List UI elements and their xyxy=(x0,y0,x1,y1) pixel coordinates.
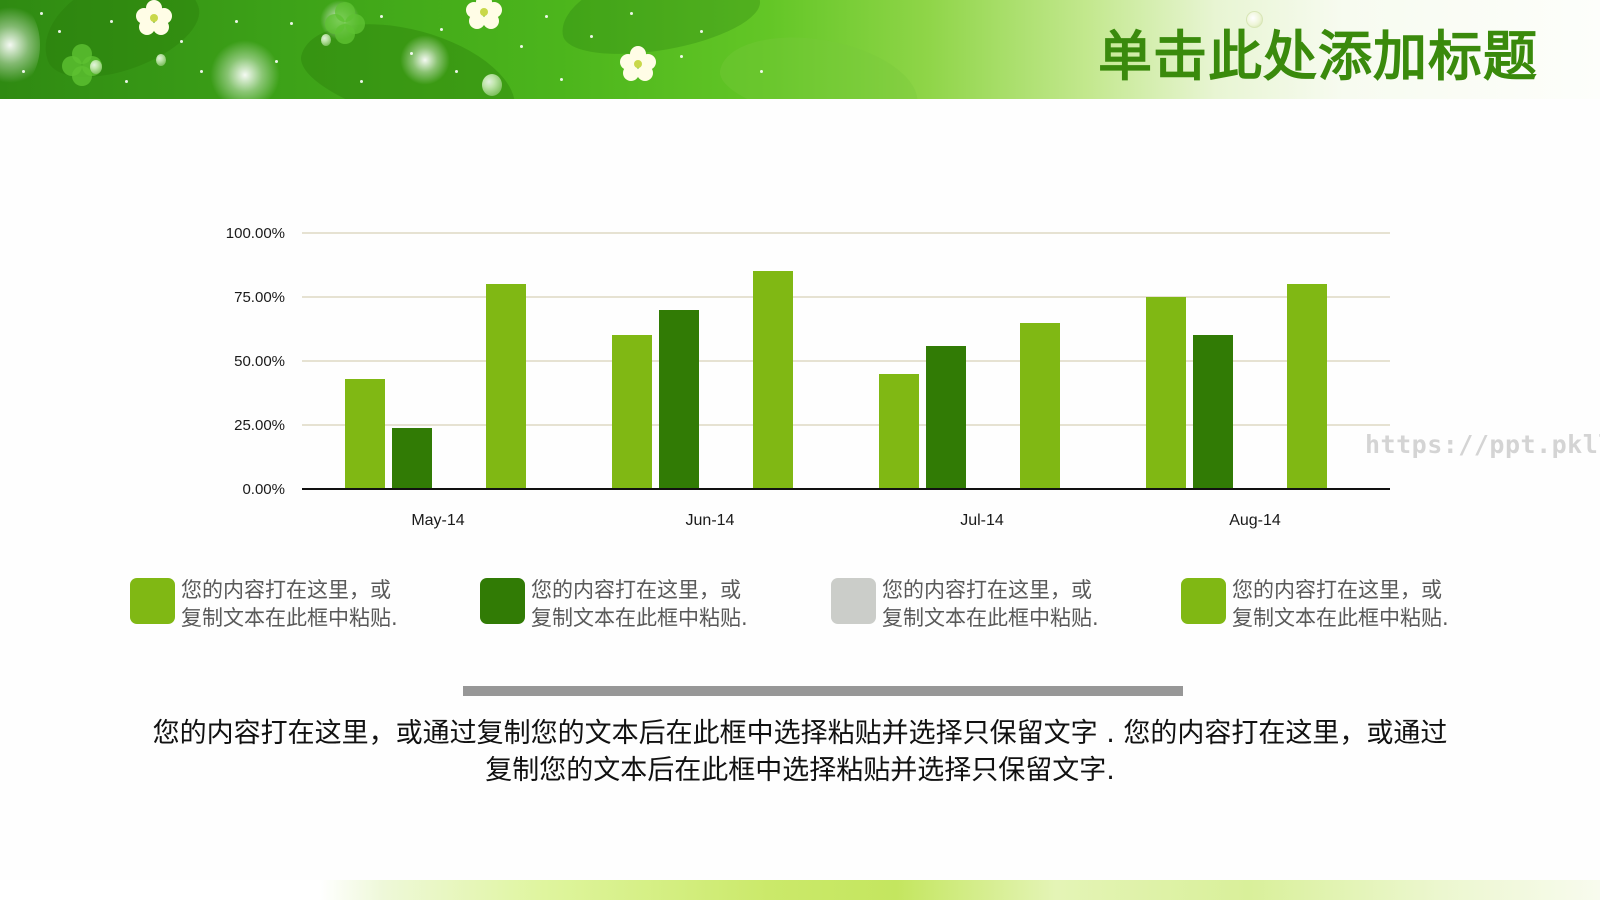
legend-swatch xyxy=(130,578,175,624)
sparkle xyxy=(545,15,548,18)
legend-label: 您的内容打在这里，或 复制文本在此框中粘贴. xyxy=(531,578,748,630)
bar-Jul-14-series-4[interactable] xyxy=(1020,323,1060,489)
bar-Jun-14-series-1[interactable] xyxy=(612,335,652,489)
bar-Jun-14-series-2[interactable] xyxy=(659,310,699,489)
sparkle xyxy=(440,28,443,31)
watermark-text: https://ppt.pkll.de xyxy=(1365,430,1600,459)
x-axis-line xyxy=(302,488,1390,490)
bubble-decoration xyxy=(1246,11,1263,28)
gridline xyxy=(302,424,1390,426)
light-glow xyxy=(210,40,280,99)
sparkle xyxy=(520,45,523,48)
sparkle xyxy=(760,70,763,73)
bar-chart: 100.00% 75.00% 50.00% 25.00% 0.00% May-1… xyxy=(225,225,1390,529)
legend-item[interactable]: 您的内容打在这里，或 复制文本在此框中粘贴. xyxy=(130,576,398,632)
sparkle xyxy=(700,30,703,33)
clover-icon xyxy=(325,2,365,44)
water-drop xyxy=(482,74,502,96)
y-tick-label: 50.00% xyxy=(234,353,285,370)
bar-Aug-14-series-1[interactable] xyxy=(1146,297,1186,489)
divider-bar xyxy=(463,686,1183,696)
sparkle xyxy=(410,52,413,55)
sparkle xyxy=(290,22,293,25)
x-tick-label: Aug-14 xyxy=(1229,512,1281,529)
legend-label: 您的内容打在这里，或 复制文本在此框中粘贴. xyxy=(1232,578,1449,630)
sparkle xyxy=(180,40,183,43)
legend-item[interactable]: 您的内容打在这里，或 复制文本在此框中粘贴. xyxy=(480,576,748,632)
y-tick-label: 25.00% xyxy=(234,417,285,434)
flower-icon xyxy=(620,46,656,82)
light-glow xyxy=(400,35,450,85)
slide-title[interactable]: 单击此处添加标题 xyxy=(1098,25,1538,88)
sparkle xyxy=(58,30,61,33)
body-text[interactable]: 您的内容打在这里，或通过复制您的文本后在此框中选择粘贴并选择只保留文字 . 您的… xyxy=(152,718,1448,786)
y-tick-label: 100.00% xyxy=(225,225,285,242)
header-banner xyxy=(0,0,1600,99)
sparkle xyxy=(590,35,593,38)
bar-Jun-14-series-4[interactable] xyxy=(753,271,793,489)
water-drop xyxy=(90,60,102,74)
bar-May-14-series-2[interactable] xyxy=(392,428,432,489)
sparkle xyxy=(560,78,563,81)
water-drop xyxy=(156,54,166,66)
legend-label: 您的内容打在这里，或 复制文本在此框中粘贴. xyxy=(882,578,1099,630)
bar-May-14-series-4[interactable] xyxy=(486,284,526,489)
x-tick-label: May-14 xyxy=(411,512,465,529)
sparkle xyxy=(200,70,203,73)
legend-swatch xyxy=(1181,578,1226,624)
sparkle xyxy=(22,70,25,73)
sparkle xyxy=(455,70,458,73)
gridline xyxy=(302,296,1390,298)
x-tick-label: Jun-14 xyxy=(685,512,735,529)
bar-Jul-14-series-2[interactable] xyxy=(926,346,966,489)
flower-icon xyxy=(466,0,502,30)
legend-swatch xyxy=(480,578,525,624)
sparkle xyxy=(110,20,113,23)
clover-icon xyxy=(62,44,102,86)
bar-Aug-14-series-2[interactable] xyxy=(1193,335,1233,489)
y-tick-label: 75.00% xyxy=(234,289,285,306)
sparkle xyxy=(680,55,683,58)
sparkle xyxy=(125,80,128,83)
sparkle xyxy=(275,60,278,63)
footer-band xyxy=(0,880,1600,900)
sparkle xyxy=(630,12,633,15)
sparkle xyxy=(235,20,238,23)
gridline xyxy=(302,360,1390,362)
sparkle xyxy=(360,80,363,83)
bar-Aug-14-series-4[interactable] xyxy=(1287,284,1327,489)
y-tick-label: 0.00% xyxy=(242,481,285,498)
bar-May-14-series-1[interactable] xyxy=(345,379,385,489)
gridline xyxy=(302,232,1390,234)
sparkle xyxy=(40,12,43,15)
water-drop xyxy=(321,34,331,46)
legend-label: 您的内容打在这里，或 复制文本在此框中粘贴. xyxy=(181,578,398,630)
flower-icon xyxy=(136,0,172,36)
sparkle xyxy=(380,15,383,18)
legend-item[interactable]: 您的内容打在这里，或 复制文本在此框中粘贴. xyxy=(1181,576,1449,632)
x-tick-label: Jul-14 xyxy=(960,512,1004,529)
legend-item[interactable]: 您的内容打在这里，或 复制文本在此框中粘贴. xyxy=(831,576,1099,632)
legend-swatch xyxy=(831,578,876,624)
bar-Jul-14-series-1[interactable] xyxy=(879,374,919,489)
